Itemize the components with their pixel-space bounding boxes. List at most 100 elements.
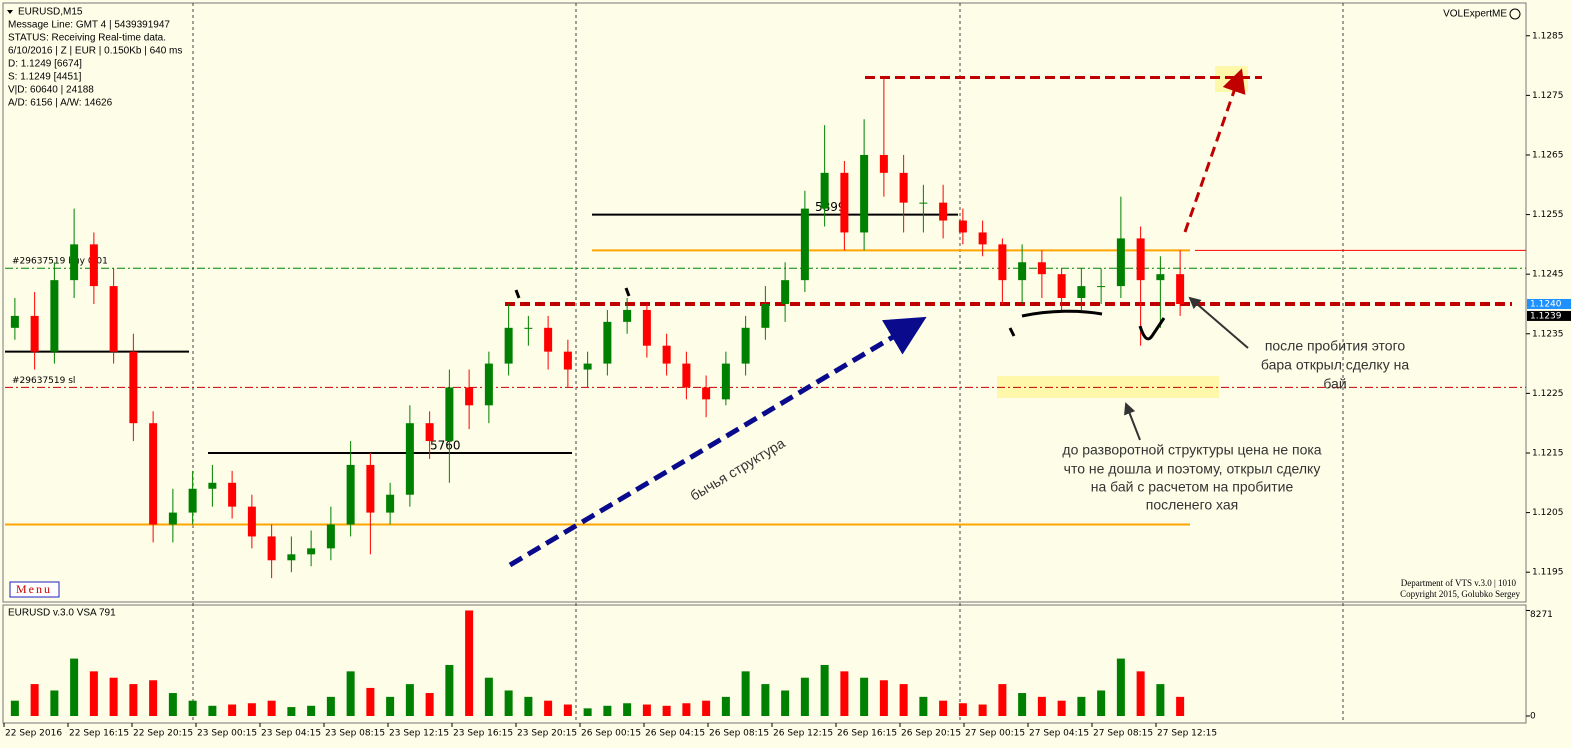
candle-body (860, 154, 869, 233)
volume-bar (405, 684, 414, 716)
menu-label[interactable]: Menu (16, 582, 52, 596)
y-tick-label: 1.1255 (1532, 210, 1564, 220)
volume-bar (465, 610, 474, 716)
candle-body (129, 351, 138, 424)
volume-bar (958, 703, 967, 716)
candle-body (1136, 238, 1145, 281)
candle-body (741, 327, 750, 364)
x-tick-label: 26 Sep 12:15 (773, 729, 833, 739)
volume-bar (10, 700, 19, 716)
candle-body (781, 280, 790, 304)
volume-bar (129, 684, 138, 716)
candle-body (761, 303, 770, 328)
candle-body (504, 327, 513, 364)
footer: Department of VTS v.3.0 | 1010 (1401, 578, 1517, 588)
annotation: что не дошла и поэтому, открыл сделку (1064, 461, 1321, 477)
volume-bar (346, 671, 355, 716)
candle-body (978, 232, 987, 245)
drawn-mark (514, 287, 1016, 337)
y-tick-label: 1.1215 (1532, 448, 1564, 458)
volume-bar (1136, 671, 1145, 716)
candle-body (800, 208, 809, 281)
volume-bar (939, 700, 948, 716)
volume-bar (30, 684, 39, 716)
x-tick-label: 22 Sep 2016 (5, 729, 62, 739)
volume-bar (583, 708, 592, 716)
volume-bar (741, 671, 750, 716)
collapse-icon (7, 10, 13, 14)
volume-bar (307, 705, 316, 716)
y-tick-label: 1.1205 (1532, 508, 1564, 518)
candle-body (247, 506, 256, 537)
candle-body (10, 315, 19, 328)
candle-body (168, 512, 177, 525)
candle-body (583, 363, 592, 370)
volume-bar (603, 705, 612, 716)
volume-bar (366, 687, 375, 716)
x-tick-label: 26 Sep 04:15 (645, 729, 705, 739)
candle-body (682, 363, 691, 388)
level-label: #29637519 sl (12, 376, 75, 386)
x-tick-label: 26 Sep 00:15 (581, 729, 641, 739)
volume-title: EURUSD v.3.0 VSA 791 (8, 608, 116, 619)
x-tick-label: 26 Sep 20:15 (901, 729, 961, 739)
volume-bar (168, 693, 177, 716)
annotation: на бай с расчетом на пробитие (1091, 479, 1294, 495)
candle-body (1037, 262, 1046, 275)
candle-body (149, 423, 158, 525)
info-line: D: 1.1249 [6674] (8, 59, 82, 70)
candle-body (642, 309, 651, 346)
volume-bar (228, 704, 237, 716)
volume-bar (978, 704, 987, 716)
price-flag-label: 1.1240 (1530, 299, 1562, 309)
x-tick-label: 23 Sep 12:15 (389, 729, 449, 739)
volume-bar (800, 677, 809, 716)
volume-bar (998, 684, 1007, 716)
x-tick-label: 27 Sep 00:15 (965, 729, 1025, 739)
x-tick-label: 27 Sep 08:15 (1093, 729, 1153, 739)
volume-bar (1116, 658, 1125, 716)
candle-body (405, 423, 414, 495)
y-tick-label: 1.1235 (1532, 329, 1564, 339)
pointer-arrow (1188, 296, 1249, 349)
info-line: A/D: 6156 | A/W: 14626 (8, 98, 113, 109)
indicator-name: VOLExpertME (1443, 9, 1507, 20)
menu-button[interactable] (9, 581, 60, 598)
candle-body (1116, 238, 1125, 287)
candle-body (109, 286, 118, 352)
volume-bar (860, 677, 869, 716)
annotation: бай (1323, 376, 1346, 392)
volume-bar (820, 664, 829, 716)
candle-body (899, 172, 908, 203)
x-tick-label: 26 Sep 16:15 (837, 729, 897, 739)
annotation: до разворотной структуры цена не пока (1062, 442, 1321, 458)
y-tick-label: 1.1285 (1532, 31, 1564, 41)
annotation: посленего хая (1146, 497, 1239, 513)
price-pane (2, 2, 1527, 603)
candle-body (1097, 286, 1106, 288)
drawn-curve (1021, 309, 1103, 318)
highlight (1215, 66, 1248, 92)
x-tick-label: 22 Sep 20:15 (133, 729, 193, 739)
candle-body (603, 321, 612, 364)
info-line: S: 1.1249 [4451] (8, 72, 82, 83)
annotation: после пробития этого (1265, 338, 1406, 354)
volume-bar (1097, 690, 1106, 716)
y-tick-label: 1.1195 (1532, 568, 1564, 578)
price-flag (1527, 310, 1571, 321)
volume-bar (563, 704, 572, 716)
info-line: V|D: 60640 | 24188 (8, 85, 94, 96)
volume-bar (662, 705, 671, 716)
volume-bar (544, 700, 553, 716)
footer: Copyright 2015, Golubko Sergey (1400, 589, 1520, 599)
volume-bar (1077, 696, 1086, 716)
x-tick-label: 27 Sep 04:15 (1029, 729, 1089, 739)
volume-bar (386, 696, 395, 716)
drawn-curve (1138, 317, 1166, 341)
volume-bar (50, 690, 59, 716)
volume-bar (208, 705, 217, 716)
volume-bar (1156, 684, 1165, 716)
trend-arrow (508, 316, 927, 568)
